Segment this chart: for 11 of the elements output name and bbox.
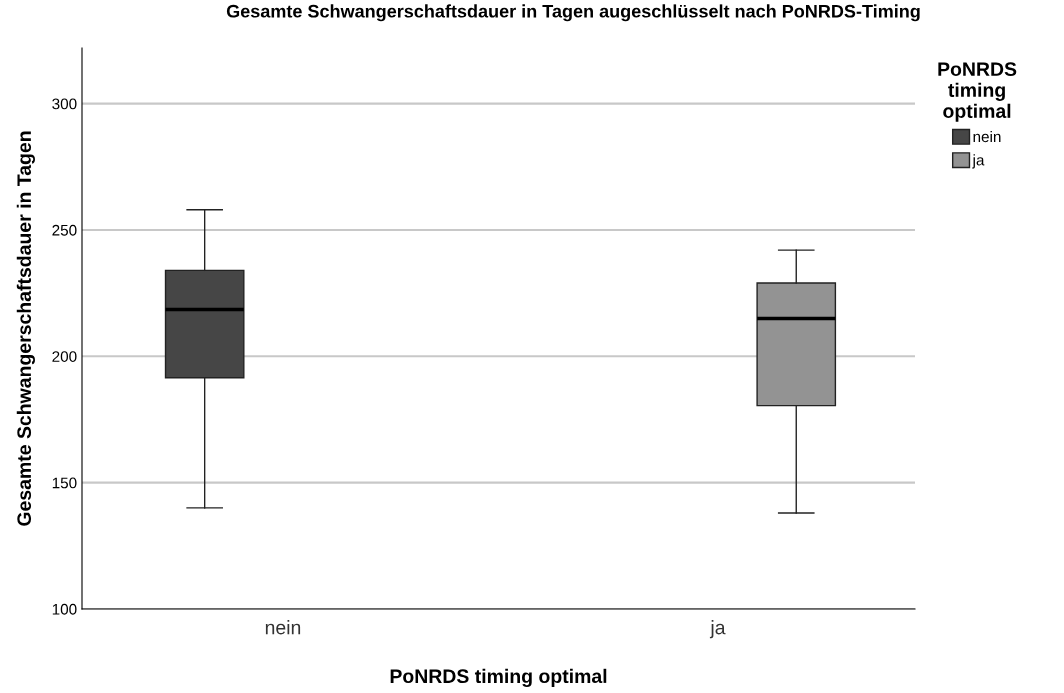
y-tick-label: 150 xyxy=(52,477,77,489)
legend-label: nein xyxy=(973,130,1001,143)
x-axis-title: PoNRDS timing optimal xyxy=(390,668,607,687)
legend-title: PoNRDS timing optimal xyxy=(938,62,1017,122)
y-tick-label: 200 xyxy=(52,351,77,362)
y-tick-label: 300 xyxy=(52,98,77,110)
chart-title: Gesamte Schwangerschaftsdauer in Tagen augeschlüsselt nach PoNRDS-Timing xyxy=(226,4,920,22)
y-tick-label: 100 xyxy=(52,603,77,615)
y-axis-title: Gesamte Schwangerschaftsdauer in Tagen xyxy=(16,131,35,526)
legend-label: ja xyxy=(972,154,985,169)
y-tick-label: 250 xyxy=(52,224,77,236)
